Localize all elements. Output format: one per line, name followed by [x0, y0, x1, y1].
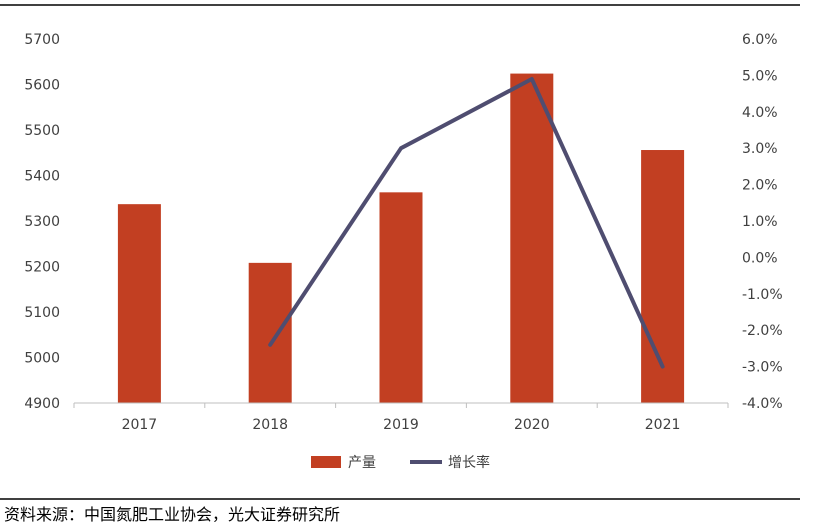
- left-axis-tick-labels: 4900 5000 5100 5200 5300 5400 5500 5600 5700: [24, 32, 60, 412]
- legend: 产量 增长率: [311, 454, 490, 471]
- bar-series: [117, 73, 685, 403]
- right-axis-tick-label: 5.0%: [742, 68, 778, 84]
- right-axis-tick-label: 2.0%: [742, 178, 778, 194]
- right-axis-tick-label: -3.0%: [742, 360, 783, 376]
- left-axis-tick-label: 4900: [24, 396, 60, 412]
- x-tick-label: 2020: [514, 417, 550, 433]
- right-axis-tick-labels: -4.0% -3.0% -2.0% -1.0% 0.0% 1.0% 2.0% 3.0% 4.0%…: [742, 32, 783, 412]
- x-tick-label: 2021: [645, 417, 681, 433]
- right-axis-tick-label: 3.0%: [742, 141, 778, 157]
- right-axis-tick-label: 6.0%: [742, 32, 778, 48]
- left-axis-tick-label: 5600: [24, 78, 60, 94]
- source-note: 资料来源：中国氮肥工业协会，光大证券研究所: [4, 505, 341, 524]
- left-axis-tick-label: 5000: [24, 351, 60, 367]
- bar-2017: [117, 204, 161, 403]
- right-axis-tick-label: -2.0%: [742, 323, 783, 339]
- right-axis-tick-label: 0.0%: [742, 250, 778, 266]
- left-axis-tick-label: 5300: [24, 214, 60, 230]
- left-axis-tick-label: 5100: [24, 305, 60, 321]
- left-axis-tick-label: 5400: [24, 169, 60, 185]
- growth-rate-line: [268, 77, 665, 369]
- bar-2018: [248, 262, 292, 403]
- left-axis-tick-label: 5200: [24, 260, 60, 276]
- x-tick-label: 2018: [252, 417, 288, 433]
- left-axis-tick-label: 5700: [24, 32, 60, 48]
- right-axis-tick-label: -1.0%: [742, 287, 783, 303]
- x-tick-label: 2019: [383, 417, 419, 433]
- bar-2020: [510, 73, 554, 403]
- x-tick-marks: [73, 403, 729, 408]
- right-axis-tick-label: 1.0%: [742, 214, 778, 230]
- legend-label-production: 产量: [348, 455, 376, 471]
- bar-2021: [641, 150, 685, 403]
- legend-swatch-production: [311, 456, 341, 468]
- right-axis-tick-label: 4.0%: [742, 105, 778, 121]
- legend-label-growth: 增长率: [448, 454, 490, 471]
- right-axis-tick-label: -4.0%: [742, 396, 783, 412]
- bar-2019: [379, 192, 423, 403]
- x-tick-labels: 2017 2018 2019 2020 2021: [122, 417, 681, 433]
- left-axis-tick-label: 5500: [24, 123, 60, 139]
- x-tick-label: 2017: [122, 417, 158, 433]
